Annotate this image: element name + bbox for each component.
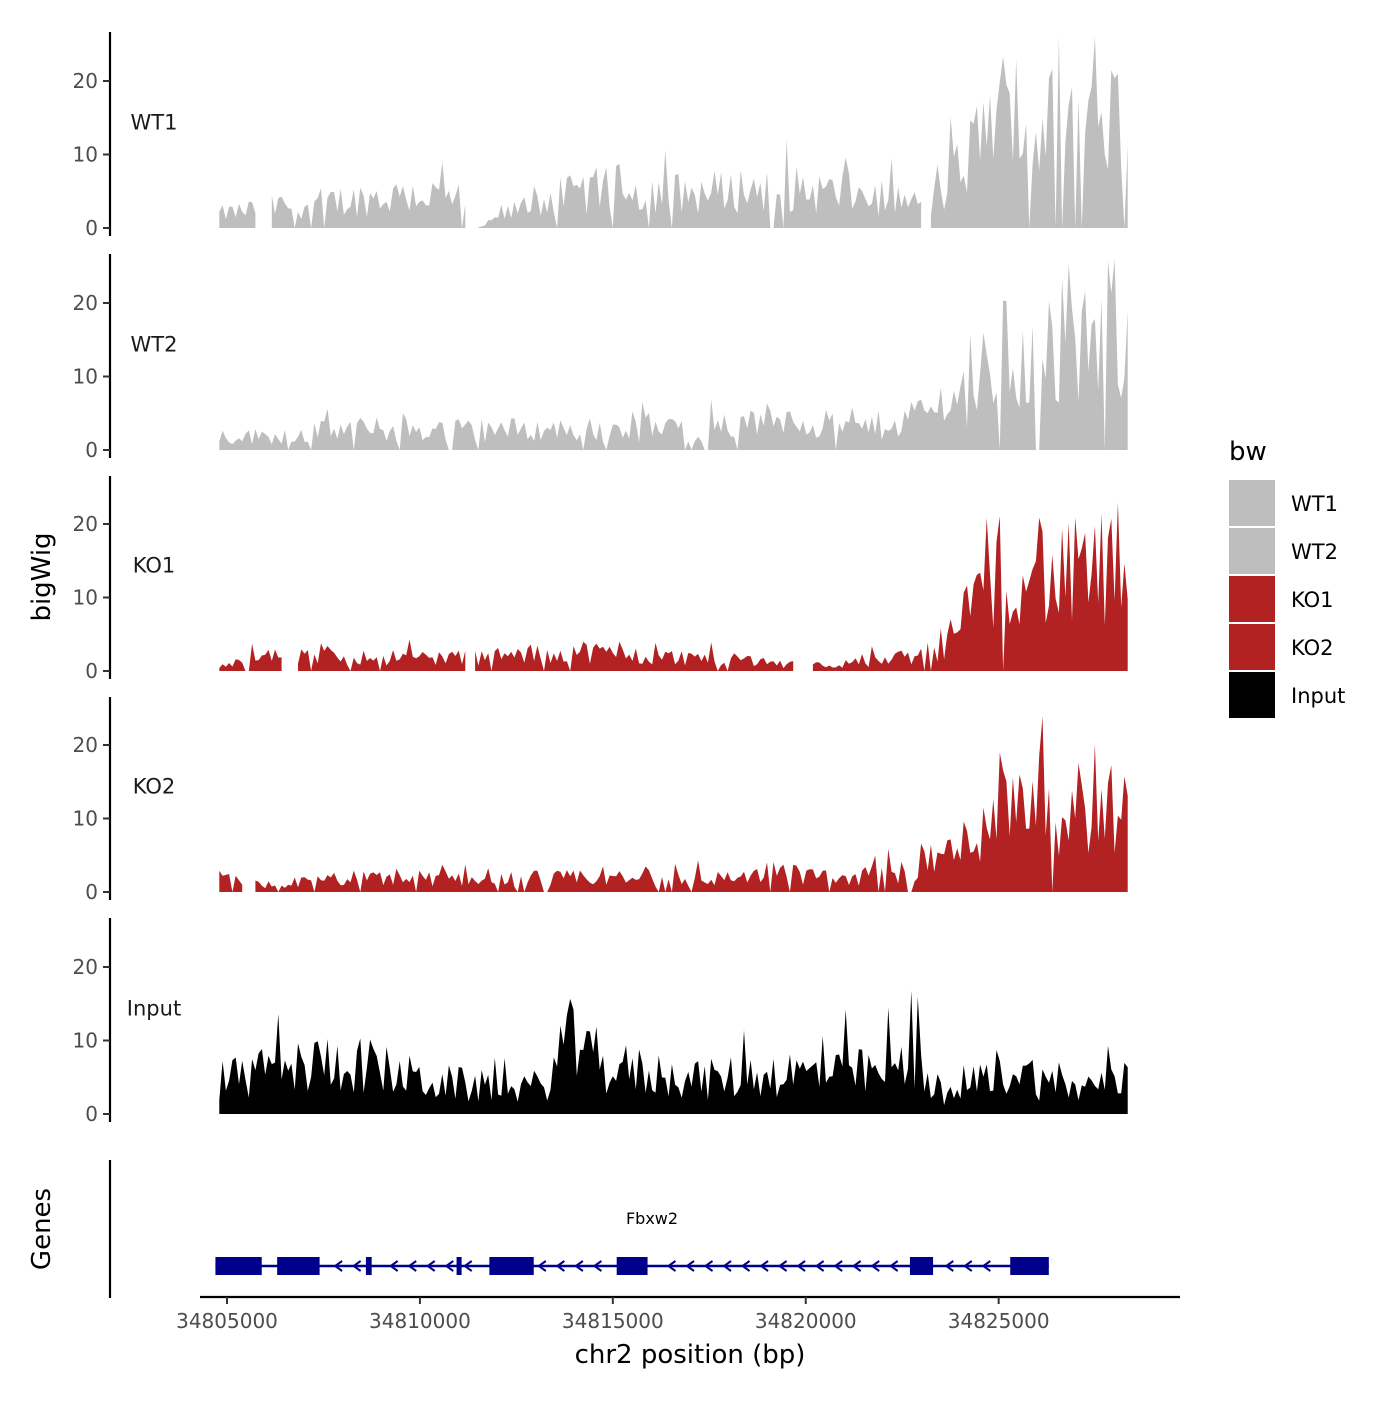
gene-exon bbox=[277, 1257, 320, 1275]
y-tick-label: 0 bbox=[85, 880, 98, 904]
gene-exon bbox=[1010, 1257, 1049, 1275]
tracks-group: 0 10 20 WT1 0 10 20 WT2 0 10 20 KO1 0 10 20 KO2 0 10 20 Inp… bbox=[73, 32, 1128, 1126]
y-tick-label: 20 bbox=[73, 733, 98, 757]
coverage-area-ko2 bbox=[219, 870, 243, 892]
y-axis-title: bigWig bbox=[27, 532, 57, 621]
coverage-area-wt1 bbox=[219, 201, 256, 228]
track-label-wt2: WT2 bbox=[131, 332, 178, 356]
coverage-area-ko1 bbox=[298, 639, 466, 671]
track-wt2: 0 10 20 WT2 bbox=[73, 254, 1128, 462]
strand-arrow bbox=[703, 1260, 714, 1272]
x-tick-label: 34820000 bbox=[755, 1309, 857, 1333]
gene-name-label: Fbxw2 bbox=[626, 1209, 678, 1228]
strand-arrow bbox=[537, 1260, 547, 1272]
legend: bw WT1 WT2 KO1 KO2 Input bbox=[1229, 437, 1345, 718]
strand-arrow bbox=[851, 1260, 862, 1272]
gene-exon bbox=[365, 1257, 372, 1275]
x-tick-label: 34815000 bbox=[562, 1309, 664, 1333]
strand-arrow bbox=[963, 1260, 973, 1272]
coverage-area-wt1 bbox=[478, 139, 922, 228]
y-tick-label: 20 bbox=[73, 512, 98, 536]
y-tick-label: 20 bbox=[73, 955, 98, 979]
strand-arrow bbox=[333, 1260, 343, 1272]
legend-swatch-ko1 bbox=[1229, 576, 1275, 622]
strand-arrow bbox=[833, 1260, 843, 1272]
genes-axis-title: Genes bbox=[27, 1188, 57, 1270]
gene-exon bbox=[456, 1257, 462, 1275]
strand-arrow bbox=[740, 1260, 751, 1272]
strand-arrow bbox=[777, 1260, 788, 1272]
coverage-area-ko1 bbox=[219, 643, 282, 671]
y-tick-label: 0 bbox=[85, 438, 98, 462]
strand-arrow bbox=[555, 1260, 565, 1272]
x-axis-title: chr2 position (bp) bbox=[575, 1340, 806, 1370]
strand-arrow bbox=[685, 1260, 695, 1272]
gene-exon bbox=[616, 1257, 648, 1275]
coverage-area-input bbox=[219, 990, 1128, 1114]
strand-arrow bbox=[722, 1260, 732, 1272]
y-tick-label: 20 bbox=[73, 69, 98, 93]
strand-arrow bbox=[888, 1260, 899, 1272]
track-ko1: 0 10 20 KO1 bbox=[73, 476, 1128, 683]
track-label-ko1: KO1 bbox=[133, 553, 176, 577]
legend-swatch-wt2 bbox=[1229, 528, 1275, 574]
x-tick-label: 34825000 bbox=[948, 1309, 1050, 1333]
legend-label-input: Input bbox=[1291, 684, 1345, 708]
legend-label-wt1: WT1 bbox=[1291, 492, 1338, 516]
track-input: 0 10 20 Input bbox=[73, 918, 1128, 1126]
coverage-area-ko1 bbox=[475, 641, 794, 671]
strand-arrow bbox=[944, 1260, 954, 1272]
legend-label-ko2: KO2 bbox=[1291, 636, 1334, 660]
track-label-wt1: WT1 bbox=[131, 110, 178, 134]
strand-arrow bbox=[870, 1260, 880, 1272]
legend-label-ko1: KO1 bbox=[1291, 588, 1334, 612]
y-tick-label: 0 bbox=[85, 216, 98, 240]
y-tick-label: 0 bbox=[85, 1102, 98, 1126]
track-ko2: 0 10 20 KO2 bbox=[73, 697, 1128, 904]
legend-swatch-ko2 bbox=[1229, 624, 1275, 670]
legend-label-wt2: WT2 bbox=[1291, 540, 1338, 564]
coverage-area-ko1 bbox=[812, 502, 1128, 671]
y-tick-label: 10 bbox=[73, 807, 98, 831]
strand-arrow bbox=[796, 1260, 806, 1272]
y-tick-label: 20 bbox=[73, 291, 98, 315]
strand-arrow bbox=[574, 1260, 584, 1272]
strand-arrow bbox=[426, 1260, 436, 1272]
strand-arrow bbox=[666, 1260, 677, 1272]
coverage-area-wt2 bbox=[219, 258, 1128, 450]
gene-exon bbox=[489, 1257, 534, 1275]
y-tick-label: 10 bbox=[73, 143, 98, 167]
y-tick-label: 10 bbox=[73, 365, 98, 389]
strand-arrow bbox=[759, 1260, 769, 1272]
y-tick-label: 10 bbox=[73, 1029, 98, 1053]
coverage-area-wt1 bbox=[271, 162, 466, 228]
genes-panel: Fbxw2 bbox=[108, 1160, 1049, 1298]
strand-arrow bbox=[444, 1260, 454, 1272]
strand-arrow bbox=[388, 1260, 399, 1272]
gene-exon bbox=[215, 1257, 262, 1275]
y-tick-label: 10 bbox=[73, 586, 98, 610]
strand-arrow bbox=[592, 1260, 602, 1272]
x-tick-label: 34810000 bbox=[369, 1309, 471, 1333]
legend-swatch-input bbox=[1229, 672, 1275, 718]
y-tick-label: 0 bbox=[85, 659, 98, 683]
gene-exon bbox=[909, 1257, 934, 1275]
strand-arrow bbox=[463, 1260, 473, 1272]
strand-arrow bbox=[814, 1260, 825, 1272]
track-wt1: 0 10 20 WT1 bbox=[73, 32, 1128, 240]
track-label-input: Input bbox=[127, 996, 181, 1020]
x-tick-label: 34805000 bbox=[176, 1309, 278, 1333]
strand-arrow bbox=[407, 1260, 417, 1272]
track-label-ko2: KO2 bbox=[133, 774, 176, 798]
coverage-area-ko2 bbox=[255, 716, 1128, 892]
strand-arrow bbox=[981, 1260, 991, 1272]
legend-title: bw bbox=[1229, 437, 1267, 467]
strand-arrow bbox=[351, 1260, 362, 1272]
legend-swatch-wt1 bbox=[1229, 480, 1275, 526]
x-axis: 34805000 34810000 34815000 34820000 34825000 bbox=[176, 1295, 1180, 1333]
coverage-area-wt1 bbox=[930, 36, 1128, 229]
